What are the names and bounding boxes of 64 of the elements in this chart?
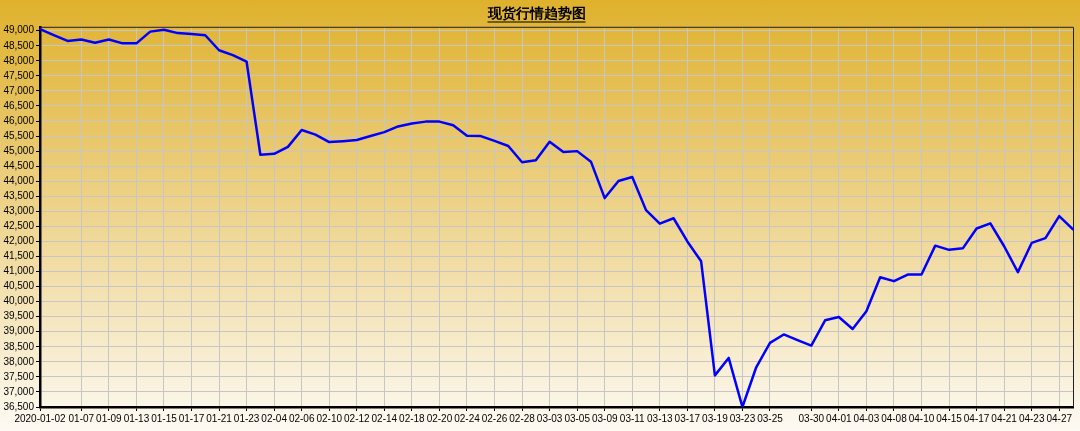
y-tick-label: 40,000 [3,295,35,307]
y-tick-label: 46,000 [3,114,35,126]
x-tick-label: 01-09 [96,412,123,424]
x-tick-label: 03-23 [729,412,756,424]
x-tick-label: 04-08 [881,412,908,424]
x-tick-label: 04-03 [853,412,880,424]
x-tick-label: 03-13 [647,412,674,424]
x-tick-label: 01-21 [206,412,233,424]
y-tick-label: 42,000 [3,235,35,247]
y-tick-label: 39,500 [3,310,35,322]
y-tick-label: 44,000 [3,174,35,186]
y-tick-label: 42,500 [3,220,35,232]
y-tick-label: 48,000 [3,54,35,66]
x-tick-label: 04-27 [1046,412,1073,424]
y-tick-label: 49,000 [3,24,35,36]
x-tick-label: 03-11 [619,412,646,424]
x-tick-label: 02-06 [288,412,315,424]
x-tick-label: 04-21 [991,412,1018,424]
x-tick-label: 02-10 [316,412,343,424]
x-tick-label: 01-13 [123,412,150,424]
y-tick-label: 45,500 [3,129,35,141]
x-tick-label: 02-26 [481,412,508,424]
x-tick-label: 04-10 [908,412,935,424]
x-tick-label: 04-23 [1018,412,1045,424]
y-tick-label: 39,000 [3,325,35,337]
x-tick-label: 02-28 [509,412,536,424]
x-tick-label: 02-04 [261,412,288,424]
x-tick-label: 2020-01-02 [14,412,67,424]
y-tick-label: 37,000 [3,385,35,397]
x-tick-label: 01-17 [178,412,205,424]
x-tick-label: 02-18 [399,412,426,424]
x-tick-label: 01-23 [233,412,260,424]
x-tick-label: 02-24 [454,412,481,424]
x-tick-label: 04-01 [826,412,853,424]
y-tick-label: 36,500 [3,400,35,412]
x-tick-label: 02-14 [371,412,398,424]
y-tick-label: 37,500 [3,370,35,382]
y-tick-label: 45,000 [3,144,35,156]
chart-title: 现货行情趋势图 [486,5,586,22]
x-tick-label: 02-20 [426,412,453,424]
x-tick-label: 03-03 [536,412,563,424]
x-tick-label: 01-07 [68,412,95,424]
x-tick-label: 03-25 [757,412,784,424]
y-tick-label: 38,500 [3,340,35,352]
y-tick-label: 43,500 [3,190,35,202]
y-tick-label: 41,500 [3,250,35,262]
x-tick-label: 04-17 [963,412,990,424]
x-tick-label: 03-17 [674,412,701,424]
x-tick-label: 02-12 [344,412,371,424]
y-tick-label: 40,500 [3,280,35,292]
y-tick-label: 44,500 [3,159,35,171]
x-tick-label: 04-15 [936,412,963,424]
x-tick-label: 03-09 [591,412,618,424]
y-tick-label: 38,000 [3,355,35,367]
x-tick-label: 03-30 [798,412,825,424]
y-tick-label: 41,000 [3,265,35,277]
y-tick-label: 48,500 [3,39,35,51]
y-tick-label: 46,500 [3,99,35,111]
y-tick-label: 47,000 [3,84,35,96]
x-tick-label: 03-19 [702,412,729,424]
x-tick-label: 01-15 [151,412,178,424]
y-tick-label: 43,000 [3,205,35,217]
x-tick-label: 03-05 [564,412,591,424]
y-tick-label: 47,500 [3,69,35,81]
